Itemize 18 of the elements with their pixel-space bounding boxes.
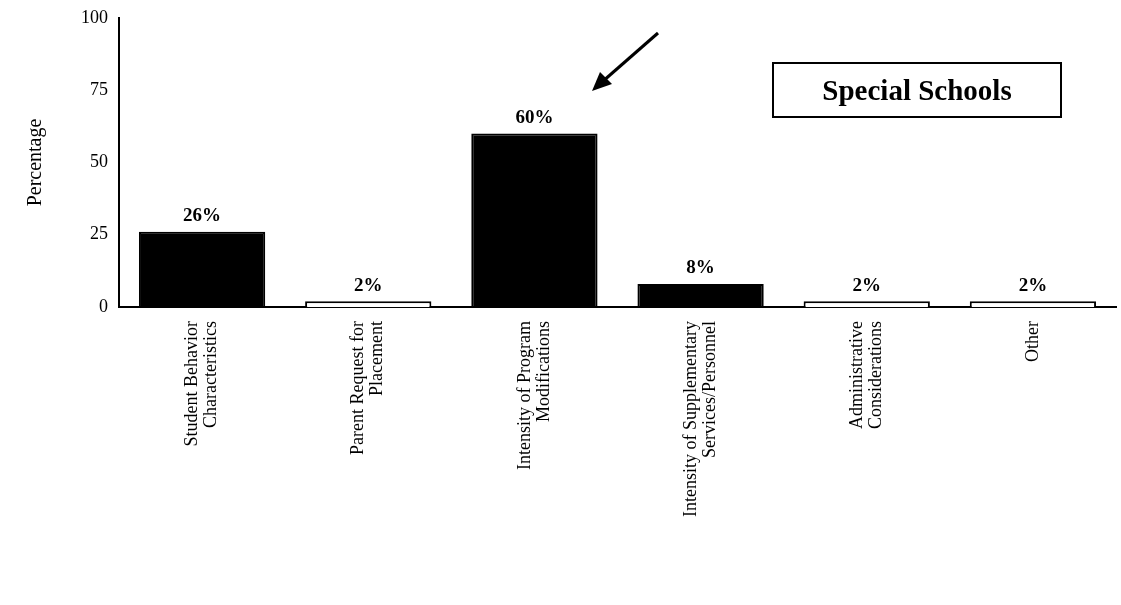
x-tick-label: Parent Request for Placement — [347, 321, 387, 455]
data-label: 60% — [515, 106, 554, 128]
x-tick-label: Intensity of Program Modifications — [513, 321, 553, 470]
y-tick-label: 50 — [90, 151, 108, 172]
x-tick-label: Intensity of Supplementary Services/Personnel — [679, 321, 719, 517]
y-axis-title: Percentage — [23, 118, 47, 207]
x-tick-label: Student Behavior Characteristics — [181, 321, 221, 447]
y-tick-label: 75 — [90, 78, 108, 99]
y-tick-label: 0 — [99, 295, 108, 316]
x-tick-label: Administrative Considerations — [845, 320, 885, 429]
y-tick-label: 25 — [90, 223, 108, 244]
x-tick-label: Other — [1021, 321, 1042, 362]
data-label: 2% — [1018, 273, 1048, 295]
data-label: 26% — [183, 204, 222, 226]
data-label: 2% — [354, 273, 383, 295]
data-label: 2% — [852, 273, 881, 295]
y-tick-label: 100 — [81, 6, 108, 27]
data-label: 8% — [686, 256, 715, 278]
